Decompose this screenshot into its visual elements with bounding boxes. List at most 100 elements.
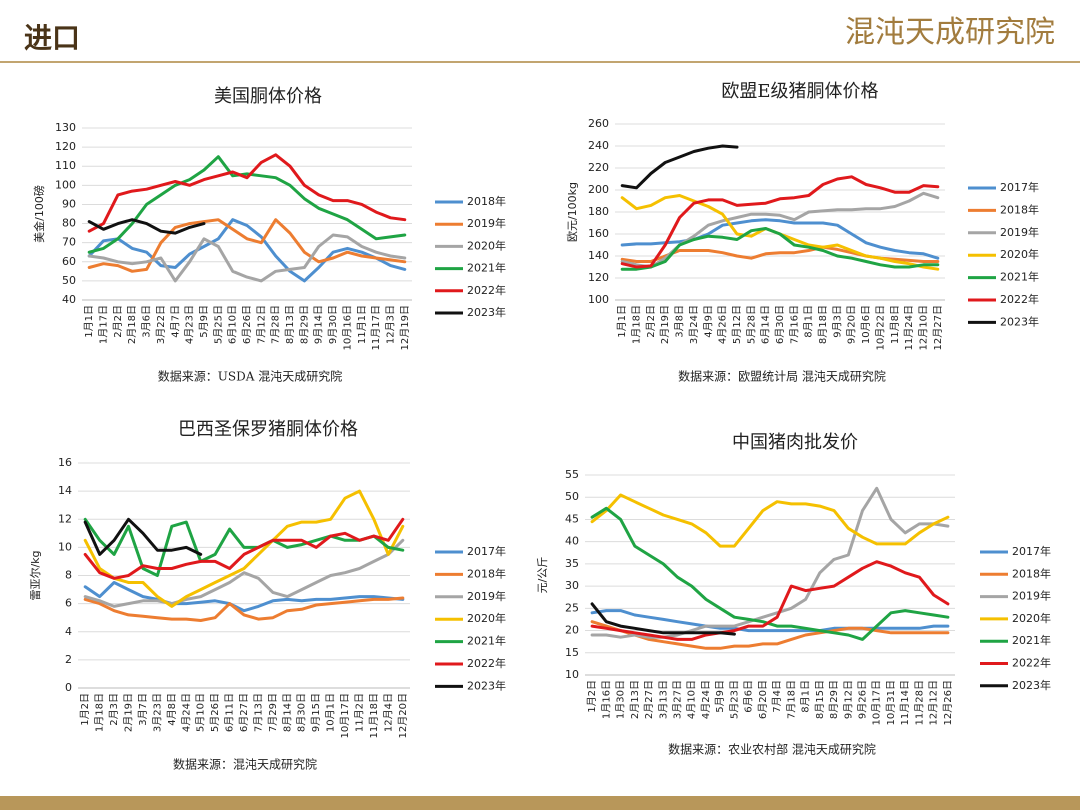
series-line — [590, 506, 950, 641]
x-tick-label: 3月22日 — [155, 305, 167, 344]
x-tick-label: 4月26日 — [717, 305, 729, 344]
y-tick-label: 60 — [62, 255, 76, 268]
x-tick-label: 8月1日 — [800, 680, 812, 713]
x-tick-label: 6月27日 — [238, 693, 250, 732]
x-tick-label: 10月16日 — [341, 305, 353, 350]
legend-label: 2022年 — [1012, 656, 1051, 670]
x-tick-label: 9月12日 — [842, 680, 854, 719]
x-tick-label: 12月20日 — [397, 693, 409, 738]
x-tick-label: 11月2日 — [353, 693, 365, 732]
source-note: 数据来源：欧盟统计局 混沌天成研究院 — [678, 369, 886, 384]
series-line — [83, 538, 405, 608]
x-tick-label: 1月1日 — [616, 305, 628, 338]
x-tick-label: 10月17日 — [339, 693, 351, 738]
x-tick-label: 6月30日 — [774, 305, 786, 344]
x-tick-label: 3月7日 — [137, 693, 149, 726]
x-tick-label: 4月24日 — [700, 680, 712, 719]
legend-label: 2022年 — [467, 656, 506, 670]
x-tick-label: 8月29日 — [298, 305, 310, 344]
series-line — [87, 218, 407, 283]
x-tick-label: 9月15日 — [310, 693, 322, 732]
x-tick-label: 8月30日 — [296, 693, 308, 732]
y-tick-label: 0 — [65, 681, 72, 694]
y-tick-label: 220 — [588, 161, 609, 174]
x-tick-label: 2月13日 — [629, 680, 641, 719]
x-tick-label: 3月27日 — [672, 680, 684, 719]
y-tick-label: 200 — [588, 183, 609, 196]
y-tick-label: 45 — [565, 512, 579, 525]
page-title: 进口 — [24, 22, 80, 55]
x-tick-label: 7月28日 — [270, 305, 282, 344]
legend-label: 2023年 — [1000, 314, 1039, 328]
x-tick-label: 9月20日 — [846, 305, 858, 344]
legend-label: 2019年 — [1000, 225, 1039, 239]
y-axis-label: 元/公斤 — [536, 557, 549, 594]
y-tick-label: 110 — [55, 159, 76, 172]
y-tick-label: 30 — [565, 579, 579, 592]
series-line — [87, 218, 206, 235]
series-line — [590, 560, 950, 641]
y-tick-label: 90 — [62, 197, 76, 210]
legend-label: 2021年 — [1000, 270, 1039, 284]
series-line — [590, 609, 950, 633]
y-tick-label: 4 — [65, 625, 72, 638]
x-tick-label: 11月14日 — [899, 680, 911, 725]
y-tick-label: 10 — [58, 540, 72, 553]
series-line — [83, 517, 405, 580]
x-tick-label: 5月28日 — [745, 305, 757, 344]
y-tick-label: 12 — [58, 512, 72, 525]
x-tick-label: 12月19日 — [399, 305, 411, 350]
legend-label: 2022年 — [1000, 292, 1039, 306]
y-tick-label: 14 — [58, 484, 72, 497]
y-tick-label: 140 — [588, 249, 609, 262]
x-tick-label: 2月19日 — [123, 693, 135, 732]
x-tick-label: 9月30日 — [327, 305, 339, 344]
x-tick-label: 9月26日 — [857, 680, 869, 719]
y-tick-label: 100 — [55, 178, 76, 191]
chart-title: 巴西圣保罗猪胴体价格 — [178, 419, 358, 440]
x-tick-label: 6月26日 — [241, 305, 253, 344]
y-tick-label: 8 — [65, 569, 72, 582]
x-tick-label: 1月30日 — [615, 680, 627, 719]
series-line — [83, 596, 405, 622]
x-tick-label: 8月29日 — [828, 680, 840, 719]
x-tick-label: 6月20日 — [757, 680, 769, 719]
x-tick-label: 8月13日 — [284, 305, 296, 344]
legend-label: 2021年 — [467, 261, 506, 275]
x-tick-label: 4月24日 — [180, 693, 192, 732]
x-tick-label: 1月2日 — [586, 680, 598, 713]
series-line — [620, 218, 940, 260]
y-tick-label: 70 — [62, 236, 76, 249]
legend-label: 2017年 — [467, 544, 506, 558]
legend-label: 2018年 — [467, 566, 506, 580]
x-tick-label: 1月1日 — [83, 305, 95, 338]
x-tick-label: 12月12日 — [928, 680, 940, 725]
x-tick-label: 10月1日 — [325, 693, 337, 732]
y-tick-label: 160 — [588, 227, 609, 240]
x-tick-label: 2月27日 — [643, 680, 655, 719]
x-tick-label: 10月22日 — [874, 305, 886, 350]
x-tick-label: 3月13日 — [657, 680, 669, 719]
y-axis-label: 美金/100磅 — [32, 185, 46, 243]
legend-label: 2019年 — [467, 589, 506, 603]
x-tick-label: 9月3日 — [831, 305, 843, 338]
chart-title: 中国猪肉批发价 — [732, 432, 858, 453]
x-tick-label: 2月2日 — [112, 305, 124, 338]
x-tick-label: 1月16日 — [600, 680, 612, 719]
legend-label: 2019年 — [1012, 589, 1051, 603]
y-tick-label: 6 — [65, 597, 72, 610]
x-tick-label: 7月4日 — [771, 680, 783, 713]
source-note: 数据来源：农业农村部 混沌天成研究院 — [668, 742, 876, 757]
legend-label: 2017年 — [1000, 180, 1039, 194]
legend-label: 2018年 — [1000, 202, 1039, 216]
x-tick-label: 6月6日 — [743, 680, 755, 713]
x-tick-label: 2月3日 — [108, 693, 120, 726]
x-tick-label: 11月28日 — [913, 680, 925, 725]
y-axis-label: 雷亚尔/kg — [29, 550, 42, 600]
legend-label: 2020年 — [1012, 611, 1051, 625]
legend-label: 2018年 — [1012, 566, 1051, 580]
x-tick-label: 11月24日 — [903, 305, 915, 350]
y-tick-label: 240 — [588, 139, 609, 152]
x-tick-label: 10月6日 — [860, 305, 872, 344]
y-tick-label: 35 — [565, 557, 579, 570]
